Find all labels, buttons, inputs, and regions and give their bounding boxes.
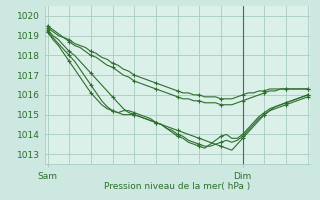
- X-axis label: Pression niveau de la mer( hPa ): Pression niveau de la mer( hPa ): [104, 182, 251, 191]
